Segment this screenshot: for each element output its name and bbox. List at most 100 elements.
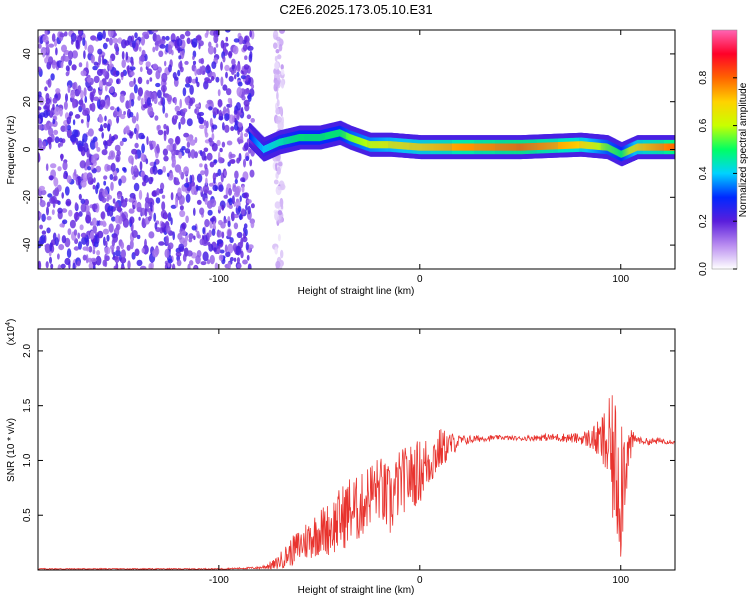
heatmap-cell [247,92,252,102]
heatmap-cell [233,257,237,262]
heatmap-cell [54,136,60,144]
heatmap-cell [158,188,164,194]
heatmap-cell [153,212,157,222]
heatmap-cell [154,222,158,230]
heatmap-cell [108,208,114,217]
heatmap-cell [204,167,209,177]
heatmap-cell [136,112,139,122]
heatmap-cell [156,188,160,196]
heatmap-cell [279,183,286,191]
heatmap-cell [196,199,202,205]
heatmap-cell [151,93,155,102]
heatmap-cell [60,263,66,269]
heatmap-cell [157,124,161,130]
heatmap-cell [217,99,223,108]
heatmap-cell [42,140,47,150]
heatmap-cell [182,108,188,113]
heatmap-cell [145,158,149,165]
heatmap-cell [242,259,248,265]
heatmap-cell [98,127,104,132]
heatmap-cell [51,209,55,216]
heatmap-cell [242,44,248,52]
heatmap-cell [186,118,193,127]
heatmap-cell [225,71,228,79]
heatmap-cell [245,204,248,211]
heatmap-cell [203,147,209,153]
heatmap-cell [78,193,82,200]
heatmap-cell [212,172,217,181]
heatmap-cell [104,115,107,122]
heatmap-cell [72,119,76,126]
heatmap-cell [129,216,135,224]
heatmap-cell [249,159,253,167]
heatmap-cell [205,120,209,129]
heatmap-cell [276,154,281,162]
heatmap-cell [138,46,142,52]
heatmap-cell [118,215,123,225]
heatmap-cell [175,251,182,257]
heatmap-cell [102,68,107,77]
heatmap-cell [191,225,197,231]
heatmap-cell [275,107,280,115]
heatmap-cell [44,57,49,64]
heatmap-cell [240,131,244,140]
colorbar-label: Normalized spectral amplitude [738,82,749,217]
heatmap-cell [215,43,219,48]
heatmap-cell [246,199,252,204]
heatmap-cell [143,174,149,184]
heatmap-cell [80,70,87,77]
heatmap-cell [158,50,164,58]
heatmap-cell [207,241,211,247]
heatmap-cell [178,55,182,60]
heatmap-cell [141,217,145,225]
heatmap-cell [129,111,134,118]
heatmap-cell [134,142,139,149]
heatmap-cell [210,76,215,81]
heatmap-cell [120,175,127,184]
heatmap-cell [130,99,135,107]
heatmap-cell [65,93,68,102]
heatmap-cell [207,209,213,216]
heatmap-cell [89,230,95,240]
colorbar-tick-label: 0.8 [698,70,709,84]
heatmap-cell [39,224,43,230]
heatmap-cell [141,143,146,154]
heatmap-cell [135,130,139,141]
heatmap-cell [241,208,246,216]
heatmap-cell [189,260,194,266]
heatmap-cell [136,201,142,212]
heatmap-cell [250,220,255,229]
heatmap-cell [179,98,182,109]
heatmap-cell [211,133,215,141]
heatmap-cell [102,188,108,198]
heatmap-cell [190,149,196,159]
heatmap-cell [49,256,52,264]
heatmap-cell [82,254,87,261]
heatmap-cell [165,35,170,41]
heatmap-cell [146,192,149,202]
heatmap-cell [129,80,135,88]
heatmap-cell [140,134,146,140]
heatmap-cell [168,242,174,250]
heatmap-cell [204,132,209,138]
heatmap-cell [152,165,156,172]
heatmap-cell [68,59,72,66]
heatmap-cell [231,69,235,75]
heatmap-cell [279,106,283,115]
heatmap-cell [121,59,126,68]
heatmap-cell [223,219,228,224]
heatmap-cell [78,241,82,250]
heatmap-cell [206,152,213,161]
heatmap-cell [106,196,110,202]
heatmap-cell [38,139,43,149]
heatmap-cell [136,259,143,267]
heatmap-cell [110,135,116,142]
heatmap-cell [90,154,97,164]
heatmap-cell [44,244,51,248]
heatmap-cell [117,37,123,44]
heatmap-cell [185,177,189,185]
colorbar-tick-label: 0.2 [698,214,709,228]
heatmap-cell [44,86,48,92]
heatmap-cell [212,107,219,116]
heatmap-cell [277,233,281,242]
